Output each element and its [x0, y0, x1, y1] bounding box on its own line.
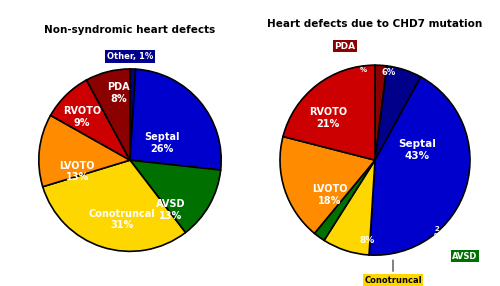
Wedge shape — [130, 69, 221, 170]
Wedge shape — [375, 65, 387, 160]
Text: AVSD: AVSD — [452, 252, 477, 261]
Text: Conotruncal
31%: Conotruncal 31% — [89, 209, 156, 231]
Wedge shape — [369, 77, 470, 255]
Text: RVOTO
9%: RVOTO 9% — [63, 106, 101, 128]
Text: Other
6%: Other 6% — [376, 57, 402, 77]
Text: LVOTO
18%: LVOTO 18% — [312, 184, 348, 206]
Wedge shape — [43, 160, 186, 251]
Wedge shape — [130, 160, 220, 233]
Text: 2
%: 2 % — [434, 226, 440, 239]
Text: LVOTO
13%: LVOTO 13% — [60, 161, 95, 182]
Wedge shape — [280, 136, 375, 233]
Wedge shape — [314, 160, 375, 240]
Text: AVSD
13%: AVSD 13% — [156, 199, 185, 221]
Text: 2
%: 2 % — [360, 60, 366, 73]
Text: RVOTO
21%: RVOTO 21% — [309, 107, 347, 129]
Title: Non-syndromic heart defects: Non-syndromic heart defects — [44, 25, 215, 35]
Wedge shape — [130, 69, 136, 160]
Wedge shape — [283, 65, 375, 160]
Text: Septal
26%: Septal 26% — [144, 132, 180, 154]
Text: PDA: PDA — [334, 42, 355, 51]
Wedge shape — [50, 80, 130, 160]
Text: 8%: 8% — [360, 236, 374, 245]
Text: PDA
8%: PDA 8% — [107, 82, 130, 104]
Wedge shape — [375, 66, 421, 160]
Text: Septal
43%: Septal 43% — [398, 139, 436, 161]
Text: Conotruncal: Conotruncal — [364, 260, 422, 285]
Wedge shape — [324, 160, 375, 255]
Wedge shape — [86, 69, 130, 160]
Title: Heart defects due to CHD7 mutation: Heart defects due to CHD7 mutation — [268, 19, 482, 29]
Wedge shape — [39, 115, 130, 187]
Text: Other, 1%: Other, 1% — [107, 52, 153, 61]
